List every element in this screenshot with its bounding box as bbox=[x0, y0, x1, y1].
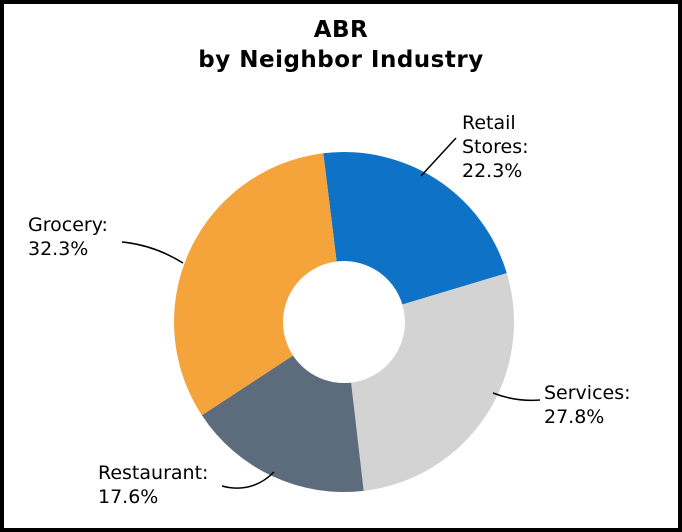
donut-segment-restaurant bbox=[201, 355, 364, 493]
leader-line-services bbox=[492, 392, 541, 402]
callout-grocery: Grocery: 32.3% bbox=[28, 214, 108, 260]
leader-line-restaurant bbox=[221, 471, 275, 489]
leader-line-grocery bbox=[121, 241, 184, 264]
callout-restaurant: Restaurant: 17.6% bbox=[98, 462, 209, 508]
donut-chart bbox=[121, 137, 541, 493]
donut-segment-services bbox=[351, 273, 514, 491]
donut-segments bbox=[174, 152, 514, 493]
leader-line-retail-stores bbox=[420, 137, 457, 177]
donut-segment-grocery bbox=[174, 153, 337, 416]
donut-segment-retail-stores bbox=[323, 152, 507, 305]
chart-title: ABR by Neighbor Industry bbox=[198, 17, 484, 73]
leader-lines bbox=[121, 137, 541, 489]
callout-retail-stores: Retail Stores: 22.3% bbox=[462, 112, 529, 182]
callout-services: Services: 27.8% bbox=[544, 382, 631, 428]
